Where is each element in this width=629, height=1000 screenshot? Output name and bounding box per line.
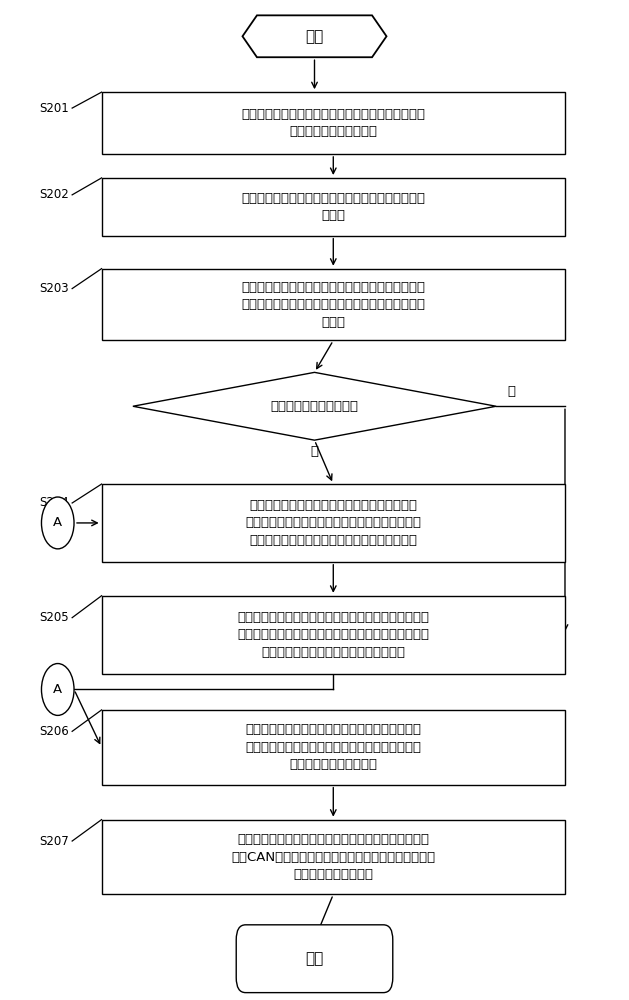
Text: A: A xyxy=(53,683,62,696)
Circle shape xyxy=(42,664,74,715)
Text: S207: S207 xyxy=(39,835,69,848)
Text: 执行车辆动力与能量管理控制，确定车辆运行模式，
计算出对各动力源的初级控制指令，进行运行模式切
换判断: 执行车辆动力与能量管理控制，确定车辆运行模式， 计算出对各动力源的初级控制指令，… xyxy=(242,281,425,329)
Text: 开始: 开始 xyxy=(305,29,324,44)
FancyBboxPatch shape xyxy=(102,820,565,894)
FancyBboxPatch shape xyxy=(237,925,392,993)
FancyBboxPatch shape xyxy=(102,484,565,562)
FancyBboxPatch shape xyxy=(102,269,565,340)
Circle shape xyxy=(42,497,74,549)
FancyBboxPatch shape xyxy=(102,596,565,674)
FancyBboxPatch shape xyxy=(102,178,565,236)
Text: S206: S206 xyxy=(39,725,69,738)
Text: 计算出所述动力传动耦合器控制指令并对其实施控制，
通过CAN总线输出控制指令转速或转矩给个动力源，实
现动力品质的优化控制: 计算出所述动力传动耦合器控制指令并对其实施控制， 通过CAN总线输出控制指令转速… xyxy=(231,833,435,881)
Text: S204: S204 xyxy=(39,496,69,509)
FancyBboxPatch shape xyxy=(102,710,565,785)
Text: 需要进行运行模式切换？: 需要进行运行模式切换？ xyxy=(270,400,359,413)
Text: 执行基于特征工况主动捕捉的动力源动态响应特性
自学习，实现对所述混合动力系统中的各动力源的
动态特性的在线识别存储: 执行基于特征工况主动捕捉的动力源动态响应特性 自学习，实现对所述混合动力系统中的… xyxy=(245,723,421,771)
Text: S205: S205 xyxy=(40,611,69,624)
Text: S203: S203 xyxy=(40,282,69,295)
Text: S201: S201 xyxy=(39,102,69,115)
Text: A: A xyxy=(53,516,62,529)
Text: 否: 否 xyxy=(311,445,318,458)
Text: 结束: 结束 xyxy=(305,951,324,966)
Text: 执行基于动力源转速预调节和反馈的模式切换动力品质
主动控制，计算出最终控制指令转速或转矩，实现在运
行模式切换过程中的动力品质的控制优化: 执行基于动力源转速预调节和反馈的模式切换动力品质 主动控制，计算出最终控制指令转… xyxy=(237,611,429,659)
FancyBboxPatch shape xyxy=(102,92,565,154)
Polygon shape xyxy=(133,372,496,440)
Polygon shape xyxy=(243,15,386,57)
Text: 是: 是 xyxy=(508,385,515,398)
Text: 执行基于主动减振阻尼器的驾驶员指令扭矩、指令功
率控制: 执行基于主动减振阻尼器的驾驶员指令扭矩、指令功 率控制 xyxy=(242,192,425,222)
Text: S202: S202 xyxy=(39,188,69,201)
Text: 获得能量源状态信息、动力源运行信息、驾驶员操作
信息和车辆运行状态信息: 获得能量源状态信息、动力源运行信息、驾驶员操作 信息和车辆运行状态信息 xyxy=(242,108,425,138)
Text: 执行基于车辆冲击度预测和反馈的模式运行动力
品质主动控制，计算出最终控制指令转速或转矩，
实现在稳定的运行模式下的动力品质的控制优化: 执行基于车辆冲击度预测和反馈的模式运行动力 品质主动控制，计算出最终控制指令转速… xyxy=(245,499,421,547)
